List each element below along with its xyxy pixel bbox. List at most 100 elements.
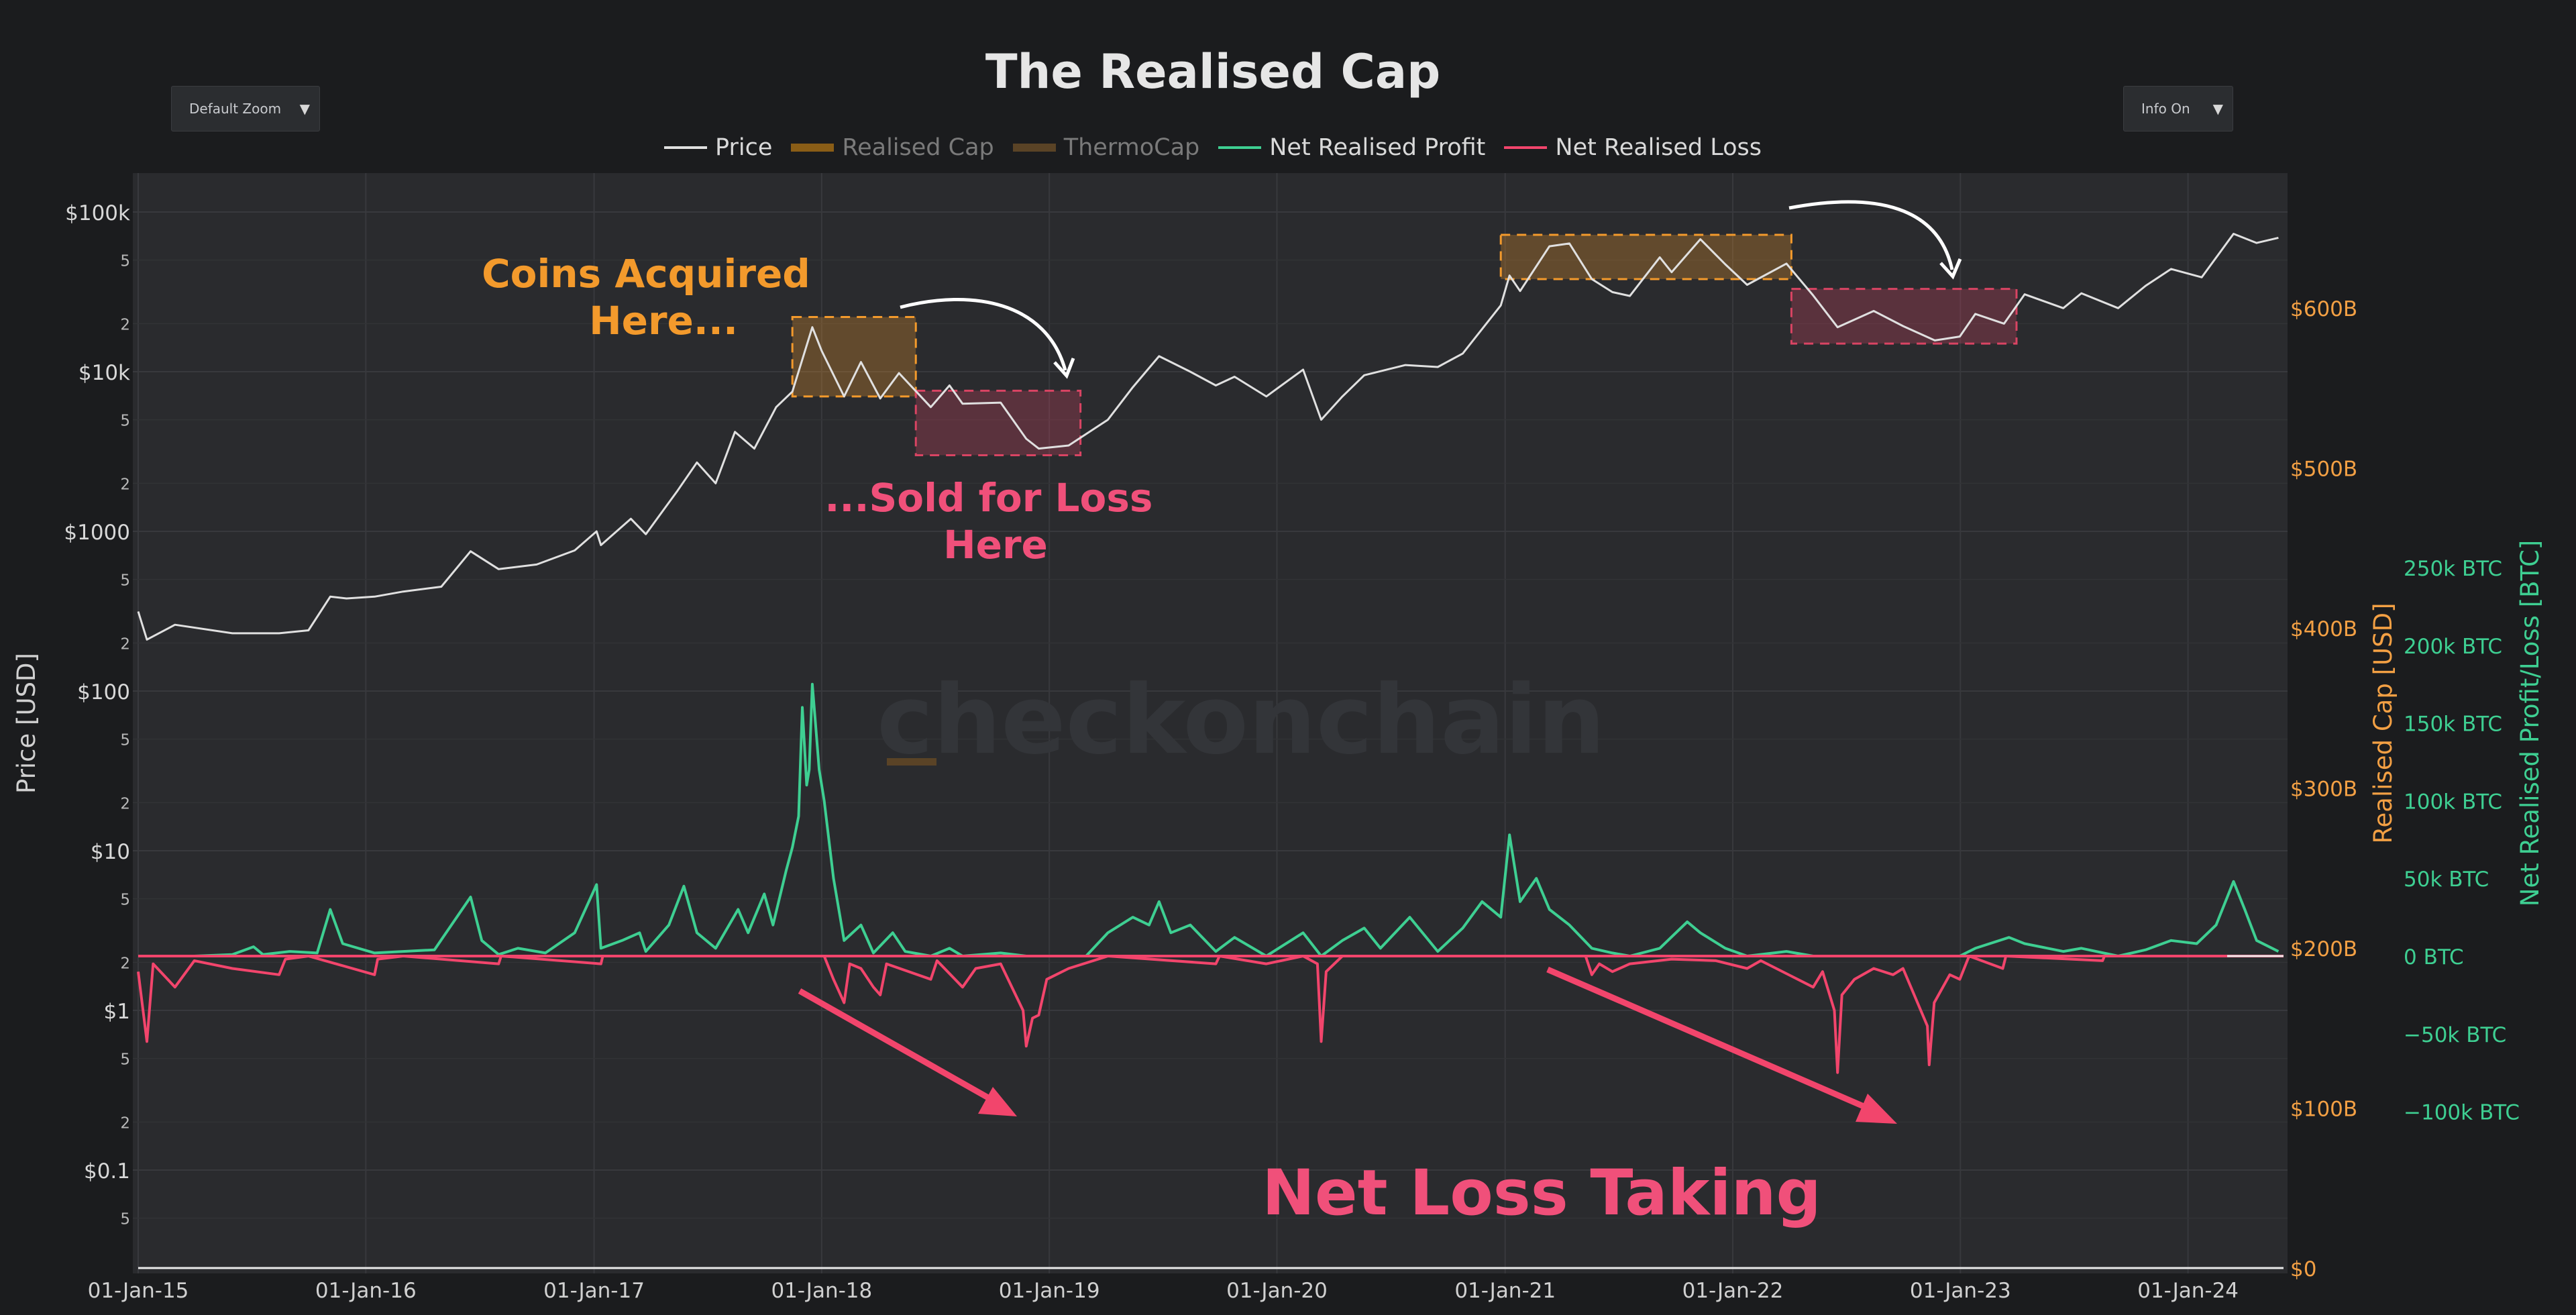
curved-arrow-2-head [1939, 258, 1962, 280]
legend-swatch-thermocap [1012, 144, 1056, 152]
y-right-2-tick-label: −50k BTC [2404, 1023, 2506, 1047]
highlight-boxes [791, 233, 2018, 456]
x-tick-label: 01-Jan-24 [2137, 1279, 2239, 1303]
axes: 01-Jan-15 01-Jan-16 01-Jan-17 01-Jan-18 01-J… [64, 201, 2520, 1303]
curved-arrow-2 [1788, 200, 1954, 270]
y-right-2-tick-label: 0 BTC [2404, 945, 2464, 969]
series-lines [137, 233, 2284, 1269]
annotation-sold-for-loss-line-1: ...Sold for Loss [824, 475, 1152, 521]
y-right-2-tick-label: 100k BTC [2404, 790, 2502, 814]
y-left-minor-tick-label: 5 [120, 732, 130, 749]
legend-label-loss: Net Realised Loss [1555, 134, 1762, 161]
y-right-2-tick-label: 200k BTC [2404, 635, 2502, 659]
y-left-minor-tick-label: 5 [120, 413, 130, 430]
x-tick-label: 01-Jan-23 [1910, 1279, 2011, 1303]
watermark: checkonchain [877, 665, 1605, 776]
y-left-minor-tick-label: 2 [120, 635, 130, 653]
y-axis-right-2-title: Net Realised Profit/Loss [BTC] [2516, 540, 2544, 906]
legend-item-realised-cap[interactable]: Realised Cap [791, 134, 994, 161]
curved-arrow-1 [900, 297, 1067, 371]
annotation-sold-for-loss-line-2: Here [943, 522, 1048, 568]
legend-label-profit: Net Realised Profit [1269, 134, 1486, 161]
chevron-down-icon: ▼ [2212, 101, 2223, 117]
legend-label-realised-cap: Realised Cap [842, 134, 994, 161]
legend: Price Realised Cap ThermoCap Net Realise… [0, 134, 2426, 161]
annotation-coins-acquired: Coins Acquired Here... [482, 251, 824, 344]
y-left-minor-tick-label: 2 [120, 1114, 130, 1132]
sold-for-loss-box [914, 389, 1082, 456]
annotation-coins-acquired-line-1: Coins Acquired [482, 251, 810, 297]
trend-arrow-2-head [1856, 1094, 1897, 1124]
y-right-1-tick-label: $0 [2290, 1257, 2316, 1281]
y-left-tick-label: $10 [91, 840, 130, 864]
x-tick-label: 01-Jan-21 [1454, 1279, 1556, 1303]
x-tick-label: 01-Jan-18 [771, 1279, 872, 1303]
trend-arrow-1 [798, 988, 995, 1103]
y-left-tick-label: $0.1 [84, 1159, 130, 1184]
legend-label-price: Price [714, 134, 773, 161]
legend-item-net-realised-profit[interactable]: Net Realised Profit [1218, 134, 1485, 161]
zoom-dropdown-label: Default Zoom [189, 101, 282, 117]
sold-for-loss-box [1790, 288, 2018, 345]
series-price [137, 233, 2279, 641]
y-left-minor-tick-label: 5 [120, 572, 130, 590]
y-axis-right-1-title: Realised Cap [USD] [2369, 602, 2398, 843]
y-left-tick-label: $1 [104, 1000, 130, 1024]
grid-lines [133, 173, 2288, 1273]
annotation-sold-for-loss: ...Sold for Loss Here [824, 475, 1166, 568]
trend-arrow-1-head [978, 1087, 1017, 1116]
y-right-1-tick-label: $200B [2290, 937, 2357, 961]
y-axis-left-title: Price [USD] [12, 653, 41, 794]
y-right-2-tick-label: 250k BTC [2404, 557, 2502, 581]
y-right-1-tick-label: $500B [2290, 458, 2357, 482]
zoom-dropdown[interactable]: Default Zoom ▼ [171, 86, 320, 132]
series-net-realised-loss [137, 955, 2279, 1074]
legend-swatch-loss [1504, 146, 1548, 149]
y-left-minor-tick-label: 2 [120, 316, 130, 333]
y-right-1-tick-label: $300B [2290, 778, 2357, 802]
info-dropdown-label: Info On [2141, 101, 2190, 117]
legend-item-net-realised-loss[interactable]: Net Realised Loss [1504, 134, 1762, 161]
y-left-minor-tick-label: 5 [120, 1211, 130, 1228]
chevron-down-icon: ▼ [299, 101, 310, 117]
y-left-tick-label: $100 [77, 680, 130, 704]
coins-acquired-box [1499, 233, 1792, 280]
y-left-minor-tick-label: 5 [120, 1051, 130, 1069]
annotation-net-loss-taking: Net Loss Taking [1262, 1157, 1821, 1230]
y-left-minor-tick-label: 2 [120, 955, 130, 972]
plot-area [133, 173, 2288, 1273]
curved-arrow-1-head [1053, 358, 1075, 379]
x-tick-label: 01-Jan-17 [543, 1279, 645, 1303]
y-left-minor-tick-label: 2 [120, 795, 130, 812]
y-right-2-tick-label: 50k BTC [2404, 867, 2489, 892]
coins-acquired-box [791, 316, 917, 398]
legend-item-thermocap[interactable]: ThermoCap [1012, 134, 1199, 161]
y-right-2-tick-label: 150k BTC [2404, 713, 2502, 737]
y-left-minor-tick-label: 2 [120, 476, 130, 493]
y-right-2-tick-label: −100k BTC [2404, 1101, 2520, 1125]
y-left-tick-label: $1000 [64, 521, 130, 545]
x-tick-label: 01-Jan-16 [315, 1279, 417, 1303]
x-tick-label: 01-Jan-19 [999, 1279, 1100, 1303]
y-left-minor-tick-label: 5 [120, 253, 130, 270]
y-left-minor-tick-label: 5 [120, 892, 130, 909]
y-right-1-tick-label: $100B [2290, 1098, 2357, 1122]
legend-swatch-price [663, 146, 707, 149]
y-right-1-tick-label: $600B [2290, 297, 2357, 321]
legend-swatch-realised-cap [791, 144, 835, 152]
legend-item-price[interactable]: Price [663, 134, 773, 161]
watermark-underline [887, 758, 936, 766]
series-net-realised-profit [138, 682, 2279, 957]
x-tick-label: 01-Jan-22 [1682, 1279, 1784, 1303]
info-dropdown[interactable]: Info On ▼ [2123, 86, 2233, 132]
legend-swatch-profit [1218, 146, 1262, 149]
x-tick-label: 01-Jan-20 [1226, 1279, 1328, 1303]
y-right-1-tick-label: $400B [2290, 617, 2357, 641]
x-tick-label: 01-Jan-15 [88, 1279, 189, 1303]
annotations: Coins Acquired Here... ...Sold for Loss … [482, 200, 1962, 1230]
y-left-tick-label: $100k [65, 201, 130, 225]
chart-title: The Realised Cap [985, 44, 1441, 99]
y-left-tick-label: $10k [78, 361, 130, 385]
